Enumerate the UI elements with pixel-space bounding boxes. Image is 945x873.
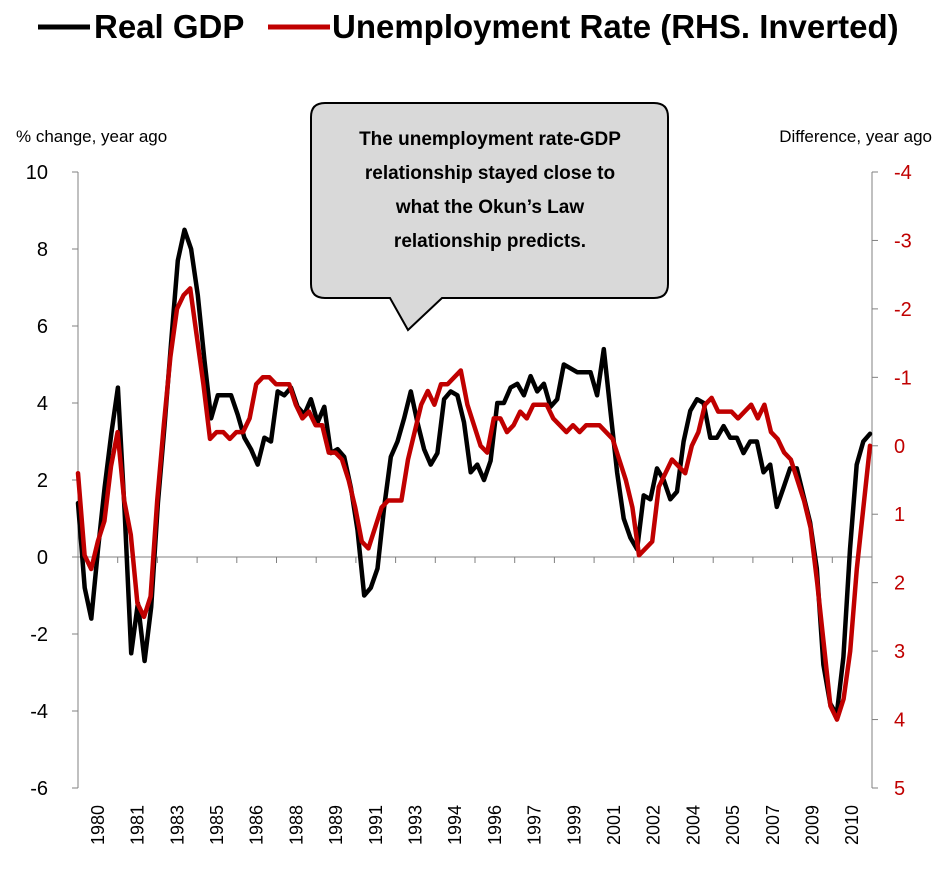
legend: Real GDP Unemployment Rate (RHS. Inverte… — [38, 8, 899, 45]
x-tick-label: 1986 — [247, 805, 267, 845]
x-tick-label: 2004 — [683, 805, 703, 845]
left-tick-label: -4 — [30, 701, 48, 723]
legend-label-unemployment: Unemployment Rate (RHS. Inverted) — [332, 8, 899, 45]
x-tick-label: 1994 — [445, 805, 465, 845]
left-tick-label: -2 — [30, 624, 48, 646]
series-line-unemployment-rate — [75, 286, 873, 722]
x-tick-label: 2005 — [723, 805, 743, 845]
x-tick-label: 1997 — [525, 805, 545, 845]
x-tick-label: 1993 — [405, 805, 425, 845]
legend-label-real-gdp: Real GDP — [94, 8, 244, 45]
x-tick-label: 1981 — [128, 805, 148, 845]
x-tick-label: 2007 — [763, 805, 783, 845]
right-axis-unit-label: Difference, year ago — [779, 127, 932, 146]
right-tick-label: 2 — [894, 573, 905, 595]
x-tick-label: 1989 — [326, 805, 346, 845]
x-tick-label: 1999 — [564, 805, 584, 845]
x-tick-label: 2010 — [842, 805, 862, 845]
x-tick-label: 1983 — [167, 805, 187, 845]
x-tick-label: 1985 — [207, 805, 227, 845]
left-tick-label: 10 — [26, 162, 48, 184]
callout-bubble — [310, 102, 669, 332]
left-tick-label: 8 — [37, 239, 48, 261]
right-tick-label: -2 — [894, 299, 912, 321]
left-tick-label: 0 — [37, 547, 48, 569]
left-tick-label: -6 — [30, 778, 48, 800]
callout-text-line: relationship stayed close to — [365, 163, 615, 184]
right-tick-label: 4 — [894, 710, 905, 732]
right-tick-label: 5 — [894, 778, 905, 800]
right-axis-ticks: -4 -3 -2 -1 0 1 2 3 4 5 — [872, 162, 912, 800]
x-tick-label: 1991 — [366, 805, 386, 845]
x-tick-label: 1996 — [485, 805, 505, 845]
x-tick-label: 1988 — [286, 805, 306, 845]
series-line-real-gdp — [75, 227, 873, 718]
x-tick-label: 2009 — [802, 805, 822, 845]
left-tick-label: 4 — [37, 393, 48, 415]
callout: The unemployment rate-GDP relationship st… — [310, 102, 669, 332]
right-tick-label: -4 — [894, 162, 912, 184]
callout-text-line: relationship predicts. — [394, 231, 586, 252]
callout-text-line: The unemployment rate-GDP — [359, 129, 621, 150]
series-layer — [75, 227, 873, 722]
x-tick-label: 2001 — [604, 805, 624, 845]
right-tick-label: 1 — [894, 504, 905, 526]
left-axis-unit-label: % change, year ago — [16, 127, 167, 146]
callout-text: The unemployment rate-GDP relationship st… — [359, 129, 621, 252]
left-axis-ticks: 10 8 6 4 2 0 -2 -4 -6 — [26, 162, 78, 800]
right-tick-label: 3 — [894, 641, 905, 663]
left-tick-label: 2 — [37, 470, 48, 492]
x-tick-label: 1980 — [88, 805, 108, 845]
x-axis-ticks — [77, 557, 873, 563]
left-tick-label: 6 — [37, 316, 48, 338]
right-tick-label: -3 — [894, 230, 912, 252]
callout-text-line: what the Okun’s Law — [395, 197, 584, 218]
right-tick-label: 0 — [894, 436, 905, 458]
right-tick-label: -1 — [894, 367, 912, 389]
x-tick-label: 2002 — [644, 805, 664, 845]
x-axis-labels: 1980 1981 1983 1985 1986 1988 1989 1991 1993 1994… — [88, 805, 862, 845]
